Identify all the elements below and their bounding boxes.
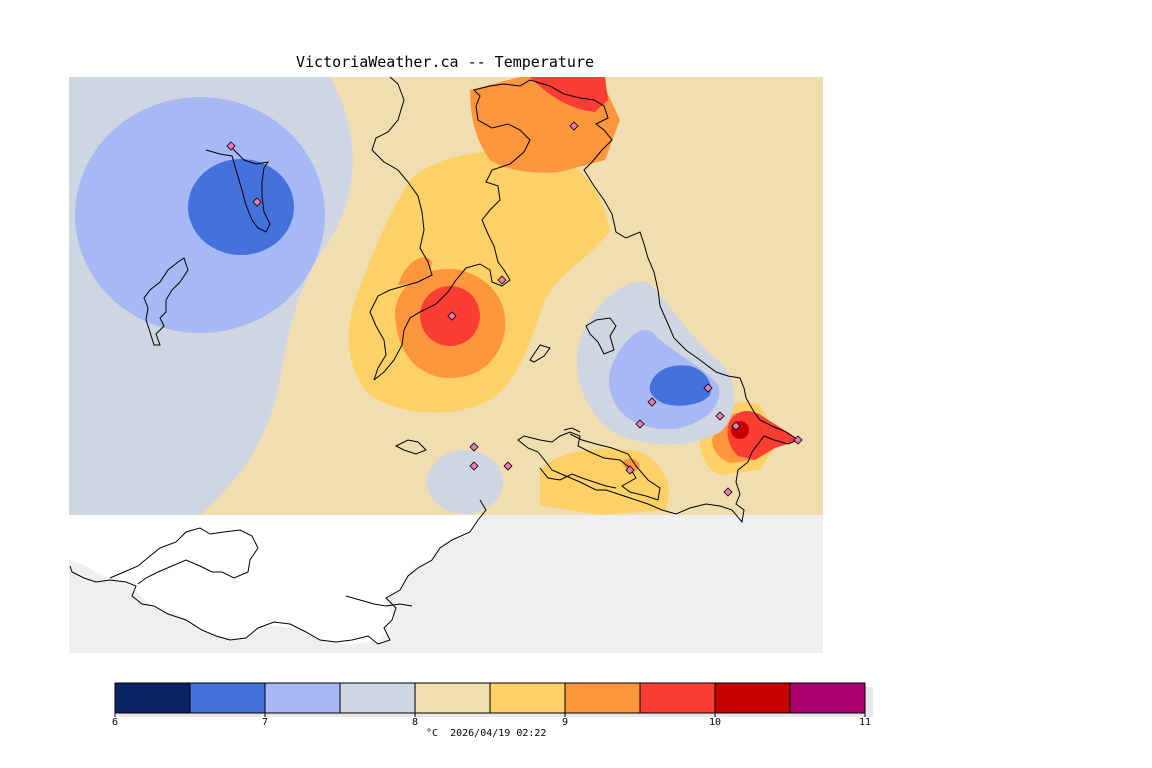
- station-marker: [569, 121, 579, 131]
- legend-swatch: [339, 682, 416, 714]
- temperature-field: [69, 77, 823, 515]
- temp-zone-6-5-7-east: [649, 365, 711, 406]
- legend-tick-label: 10: [709, 717, 722, 728]
- station-marker: [447, 311, 457, 321]
- legend-swatch: [114, 682, 191, 714]
- legend-swatch: [564, 682, 641, 714]
- legend-swatch: [264, 682, 341, 714]
- station-marker: [503, 461, 513, 471]
- legend-colorbar: [114, 682, 873, 717]
- map-title: VictoriaWeather.ca -- Temperature: [295, 53, 594, 71]
- legend-tick-label: 8: [412, 717, 419, 728]
- station-marker: [647, 397, 657, 407]
- station-marker: [252, 197, 262, 207]
- legend-unit: °C: [426, 728, 439, 739]
- station-marker: [625, 465, 635, 475]
- temp-zone-7-5-8-south: [427, 450, 503, 514]
- temp-zone-9-9-5-patch: [398, 257, 432, 285]
- legend-swatch: [789, 682, 866, 714]
- legend-tick-label: 6: [112, 717, 119, 728]
- legend-swatch: [639, 682, 716, 714]
- station-marker: [226, 141, 236, 151]
- station-marker: [715, 411, 725, 421]
- legend-swatch: [414, 682, 491, 714]
- legend-caption: °C 2026/04/19 02:22: [426, 728, 546, 739]
- legend-swatch: [189, 682, 266, 714]
- station-marker: [469, 461, 479, 471]
- legend-swatch: [714, 682, 791, 714]
- temp-zone-9-9-5-small: [622, 458, 640, 472]
- station-marker: [497, 275, 507, 285]
- legend-swatch: [489, 682, 566, 714]
- station-markers: [226, 121, 803, 497]
- station-marker: [731, 421, 741, 431]
- station-marker: [723, 487, 733, 497]
- station-marker: [469, 442, 479, 452]
- coastline: [69, 76, 799, 645]
- station-marker: [793, 435, 803, 445]
- land-area-south: [69, 500, 486, 645]
- legend-tick-label: 11: [859, 717, 872, 728]
- station-marker: [635, 419, 645, 429]
- legend-tick-label: 7: [262, 717, 269, 728]
- temp-zone-6-5-7-west: [188, 159, 294, 255]
- temp-zone-10-10-5-east: [731, 421, 749, 439]
- legend-tick-label: 9: [562, 717, 569, 728]
- legend-timestamp: 2026/04/19 02:22: [450, 728, 547, 739]
- station-marker: [703, 383, 713, 393]
